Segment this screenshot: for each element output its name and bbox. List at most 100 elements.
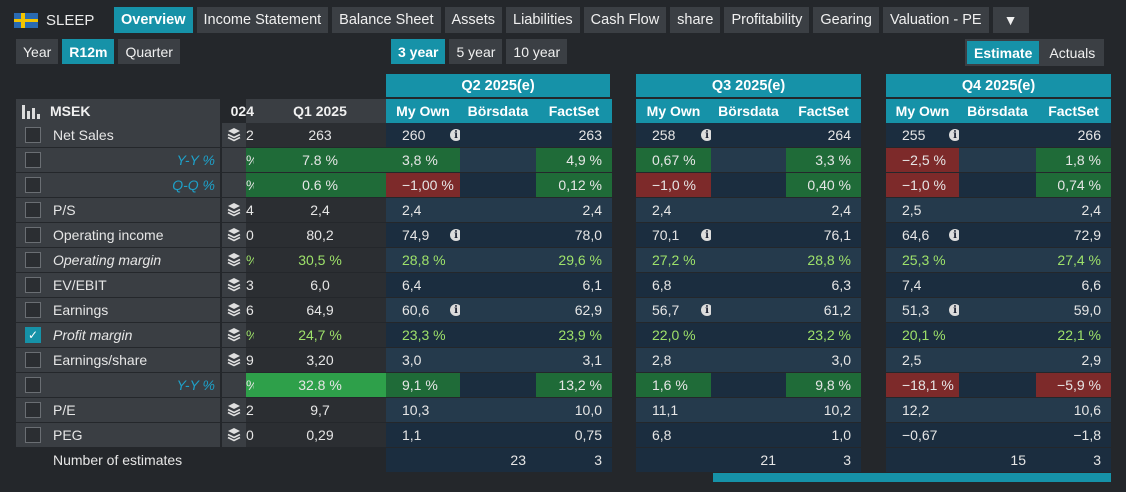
- range-5-year-button[interactable]: 5 year: [449, 39, 503, 64]
- tab-valuation-pe[interactable]: Valuation - PE: [882, 7, 989, 33]
- q3-my-own-cell[interactable]: [636, 448, 711, 472]
- layers-icon[interactable]: [222, 348, 246, 372]
- info-icon[interactable]: i: [450, 129, 462, 141]
- row-checkbox[interactable]: ✓: [25, 327, 41, 343]
- q2-my-own-cell[interactable]: 9,1 %: [386, 373, 460, 397]
- info-icon[interactable]: i: [701, 129, 713, 141]
- table-row: Net Sales 2 263 260 i 263 258 i 264 255 i 266: [16, 123, 1111, 147]
- tab-profitability[interactable]: Profitability: [724, 7, 810, 33]
- row-checkbox[interactable]: [25, 202, 41, 218]
- period-quarter-button[interactable]: Quarter: [118, 39, 180, 64]
- q4-my-own-cell[interactable]: 20,1 %: [886, 323, 959, 347]
- q2-my-own-cell[interactable]: 60,6 i: [386, 298, 462, 322]
- q3-my-own-cell[interactable]: 258 i: [636, 123, 713, 147]
- q3-my-own-cell[interactable]: 2,8: [636, 348, 711, 372]
- q2-my-own-cell[interactable]: 2,4: [386, 198, 460, 222]
- tab-balance-sheet[interactable]: Balance Sheet: [332, 7, 441, 33]
- q4-my-own-cell[interactable]: 12,2: [886, 398, 959, 422]
- info-icon[interactable]: i: [701, 229, 713, 241]
- q2-my-own-cell[interactable]: [386, 448, 460, 472]
- row-checkbox[interactable]: [25, 377, 41, 393]
- actuals-button[interactable]: Actuals: [1042, 41, 1103, 64]
- q4-my-own-cell[interactable]: 255 i: [886, 123, 961, 147]
- q3-my-own-cell[interactable]: 11,1: [636, 398, 711, 422]
- row-checkbox[interactable]: [25, 302, 41, 318]
- q3-my-own-cell[interactable]: 70,1 i: [636, 223, 713, 247]
- info-icon[interactable]: i: [949, 229, 961, 241]
- layers-icon[interactable]: [222, 248, 246, 272]
- q4-my-own-cell[interactable]: [886, 448, 959, 472]
- q4-my-own-cell[interactable]: 64,6 i: [886, 223, 961, 247]
- horizontal-scrollbar[interactable]: [713, 473, 1111, 482]
- layers-icon[interactable]: [222, 123, 246, 147]
- row-checkbox[interactable]: [25, 402, 41, 418]
- row-checkbox[interactable]: [25, 352, 41, 368]
- row-checkbox[interactable]: [25, 227, 41, 243]
- info-icon[interactable]: i: [450, 229, 462, 241]
- q4-my-own-cell[interactable]: −1,0 %: [886, 173, 959, 197]
- layers-icon[interactable]: [222, 223, 246, 247]
- range-10-year-button[interactable]: 10 year: [506, 39, 568, 64]
- q2-my-own-cell[interactable]: 28,8 %: [386, 248, 460, 272]
- q2-my-own-value: 9,1 %: [402, 377, 438, 393]
- q2-my-own-cell[interactable]: 3,8 %: [386, 148, 460, 172]
- tab-share[interactable]: share: [670, 7, 721, 33]
- q3-my-own-cell[interactable]: 1,6 %: [636, 373, 711, 397]
- layers-icon[interactable]: [222, 198, 246, 222]
- row-checkbox[interactable]: [25, 277, 41, 293]
- tab-cash-flow[interactable]: Cash Flow: [583, 7, 667, 33]
- q4-my-own-cell[interactable]: 2,5: [886, 198, 959, 222]
- q4-my-own-cell[interactable]: 25,3 %: [886, 248, 959, 272]
- row-checkbox[interactable]: [25, 427, 41, 443]
- tab-assets[interactable]: Assets: [444, 7, 503, 33]
- q4-my-own-cell[interactable]: −2,5 %: [886, 148, 959, 172]
- info-icon[interactable]: i: [450, 304, 462, 316]
- q2-my-own-cell[interactable]: 23,3 %: [386, 323, 460, 347]
- q2-my-own-cell[interactable]: 260 i: [386, 123, 462, 147]
- tab-income-statement[interactable]: Income Statement: [196, 7, 329, 33]
- q2-factset-value: 3,1: [582, 352, 602, 368]
- layers-icon[interactable]: [222, 423, 246, 447]
- q3-my-own-cell[interactable]: 6,8: [636, 423, 711, 447]
- q4-my-own-cell[interactable]: 51,3 i: [886, 298, 961, 322]
- period-year-button[interactable]: Year: [16, 39, 59, 64]
- q4-my-own-cell[interactable]: 7,4: [886, 273, 959, 297]
- q3-my-own-cell[interactable]: −1,0 %: [636, 173, 711, 197]
- layers-icon[interactable]: [222, 273, 246, 297]
- layers-icon[interactable]: [222, 298, 246, 322]
- q2-my-own-cell[interactable]: 3,0: [386, 348, 460, 372]
- tab-overview[interactable]: Overview: [114, 7, 193, 33]
- q3-my-own-cell[interactable]: 27,2 %: [636, 248, 711, 272]
- q4-my-own-cell[interactable]: −18,1 %: [886, 373, 959, 397]
- q3-my-own-cell[interactable]: 6,8: [636, 273, 711, 297]
- q2-my-own-cell[interactable]: 10,3: [386, 398, 460, 422]
- q3-my-own-value: 11,1: [652, 402, 679, 418]
- q2-my-own-cell[interactable]: −1,00 %: [386, 173, 460, 197]
- row-checkbox[interactable]: [25, 127, 41, 143]
- bar-chart-icon[interactable]: [22, 103, 40, 119]
- info-icon[interactable]: i: [949, 129, 961, 141]
- more-tabs-dropdown[interactable]: ▼: [992, 7, 1029, 33]
- range-3-year-button[interactable]: 3 year: [391, 39, 446, 64]
- q4-my-own-cell[interactable]: −0,67: [886, 423, 959, 447]
- q3-my-own-cell[interactable]: 56,7 i: [636, 298, 713, 322]
- row-checkbox[interactable]: [25, 177, 41, 193]
- layers-icon[interactable]: [222, 398, 246, 422]
- layers-icon[interactable]: [222, 323, 246, 347]
- q2-my-own-cell[interactable]: 74,9 i: [386, 223, 462, 247]
- q3-my-own-cell[interactable]: 22,0 %: [636, 323, 711, 347]
- row-checkbox[interactable]: [25, 252, 41, 268]
- period-r12m-button[interactable]: R12m: [62, 39, 115, 64]
- tab-liabilities[interactable]: Liabilities: [506, 7, 580, 33]
- q4-my-own-cell[interactable]: 2,5: [886, 348, 959, 372]
- info-icon[interactable]: i: [701, 304, 713, 316]
- q3-my-own-cell[interactable]: 0,67 %: [636, 148, 711, 172]
- q2-my-own-cell[interactable]: 6,4: [386, 273, 460, 297]
- estimate-button[interactable]: Estimate: [967, 41, 1040, 64]
- q4-borsdata-cell: [959, 223, 1036, 247]
- info-icon[interactable]: i: [949, 304, 961, 316]
- tab-gearing[interactable]: Gearing: [813, 7, 879, 33]
- q2-my-own-cell[interactable]: 1,1: [386, 423, 460, 447]
- row-checkbox[interactable]: [25, 152, 41, 168]
- q3-my-own-cell[interactable]: 2,4: [636, 198, 711, 222]
